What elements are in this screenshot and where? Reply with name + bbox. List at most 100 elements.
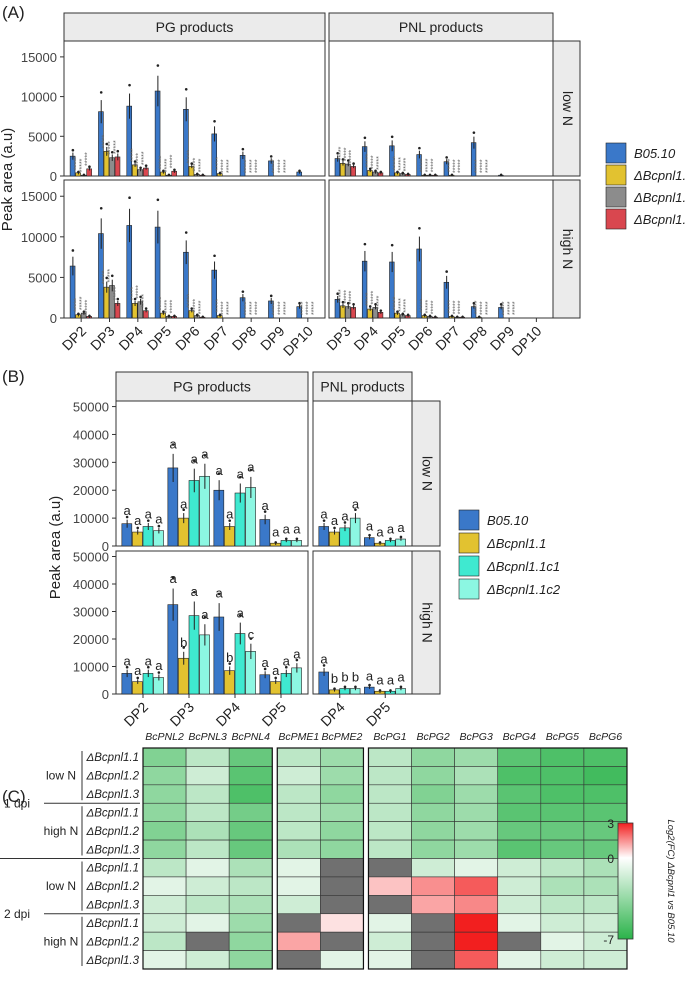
significance-label: *****: [243, 159, 250, 173]
y-tick-label: 5000: [28, 270, 57, 285]
data-point: [184, 87, 188, 91]
x-tick-label: DP3: [167, 699, 198, 730]
heatmap-cell: [497, 913, 542, 933]
significance-label: *****: [130, 148, 137, 162]
heatmap-cell: [228, 950, 273, 970]
significance-label: *****: [458, 159, 465, 173]
heatmap-cell: [540, 784, 585, 804]
data-point: [322, 519, 326, 522]
data-point: [390, 243, 394, 247]
data-point: [274, 541, 278, 544]
data-point: [363, 242, 367, 246]
heatmap-cell: [142, 821, 187, 841]
significance-label: *****: [113, 286, 120, 300]
heatmap-column-label: BcPNL4: [231, 731, 270, 743]
facet-strip-pg: [115, 371, 309, 402]
heatmap-cell: [228, 802, 273, 822]
significance-label: *****: [338, 146, 345, 160]
heatmap-cell: [540, 858, 585, 878]
significance-label: *****: [136, 153, 143, 167]
heatmap-cell: [185, 895, 230, 915]
nitrogen-label: high N: [44, 934, 79, 948]
data-point: [156, 198, 160, 202]
y-tick-label: 10000: [73, 660, 109, 675]
heatmap-column-label: BcPG5: [546, 731, 579, 743]
heatmap-cell: [228, 747, 273, 767]
significance-letter: b: [331, 671, 338, 686]
y-axis-label: Peak area (a.u): [0, 128, 16, 231]
heatmap-cell: [228, 931, 273, 951]
x-tick-label: DP5: [144, 323, 175, 354]
data-point: [217, 592, 221, 596]
row-strip-label: low N: [419, 456, 435, 491]
row-strip-0: [552, 40, 581, 177]
data-point: [82, 173, 86, 177]
heatmap-row-label: ΔBcpnl1.3: [86, 789, 140, 801]
significance-label: *****: [458, 300, 465, 314]
data-point: [144, 164, 148, 167]
significance-label: *****: [158, 296, 165, 310]
data-point: [374, 302, 377, 306]
heatmap-cell: [320, 858, 364, 878]
data-point: [167, 173, 171, 177]
heatmap-cell: [454, 858, 499, 878]
significance-label: *****: [169, 299, 176, 313]
significance-label: *****: [300, 301, 307, 315]
significance-label: *****: [420, 299, 427, 313]
significance-letter: c: [248, 627, 255, 642]
significance-label: *****: [130, 286, 137, 300]
data-point: [190, 162, 194, 165]
data-point: [428, 314, 432, 318]
significance-letter: a: [201, 446, 209, 461]
data-point: [396, 170, 399, 174]
significance-letter: a: [262, 498, 270, 513]
significance-label: *****: [84, 152, 91, 166]
data-point: [192, 590, 196, 594]
data-point: [269, 294, 273, 298]
facet-strip-label: PNL products: [320, 379, 404, 395]
significance-letter: a: [191, 451, 199, 466]
legend-label: ΔBcpnl1.1: [486, 536, 546, 551]
significance-label: *****: [215, 299, 222, 313]
data-point: [346, 301, 350, 305]
significance-label: *****: [187, 150, 194, 164]
data-point: [354, 685, 357, 689]
data-point: [139, 295, 142, 299]
heatmap-row-label: ΔBcpnl1.1: [86, 807, 139, 819]
heatmap-cell: [185, 802, 230, 822]
data-point: [336, 292, 339, 296]
heatmap-cell: [368, 876, 412, 896]
significance-label: *****: [425, 158, 432, 172]
heatmap-cell: [454, 895, 499, 915]
data-point: [423, 313, 427, 317]
y-tick-label: 0: [50, 169, 57, 184]
colorbar-tick-label: -7: [603, 933, 614, 947]
data-point: [401, 171, 405, 175]
data-point: [133, 297, 137, 301]
significance-label: *****: [425, 299, 432, 313]
data-point: [171, 576, 175, 580]
heatmap-cell: [497, 747, 542, 767]
significance-letter: a: [237, 605, 245, 620]
significance-label: *****: [158, 155, 165, 169]
data-point: [368, 533, 371, 537]
heatmap-cell: [320, 839, 364, 859]
data-point: [128, 83, 131, 87]
colorbar-tick-label: 3: [607, 817, 614, 831]
data-point: [71, 249, 75, 252]
nitrogen-label: low N: [46, 769, 76, 783]
significance-label: *****: [365, 154, 372, 168]
significance-label: *****: [107, 269, 114, 283]
heatmap-cell: [411, 784, 455, 804]
significance-letter: a: [124, 653, 132, 668]
x-tick-label: DP6: [405, 323, 436, 354]
data-point: [213, 254, 216, 258]
facet-strip-label: PG products: [173, 379, 251, 395]
significance-letter: a: [341, 508, 349, 523]
significance-label: *****: [349, 150, 356, 164]
significance-label: *****: [226, 159, 233, 173]
data-point: [136, 526, 140, 530]
heatmap-cell: [411, 950, 455, 970]
heatmap-cell: [454, 839, 499, 859]
data-point: [341, 300, 345, 304]
